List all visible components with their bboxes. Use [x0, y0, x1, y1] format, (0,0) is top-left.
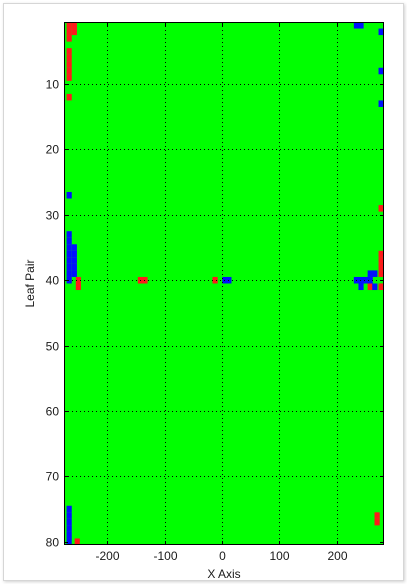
heatmap-cell-red: [66, 28, 72, 36]
heatmap-cell-blue: [358, 22, 364, 29]
heatmap-cell-red: [66, 35, 72, 42]
heatmap-cell-red: [66, 22, 72, 29]
heatmap-cell-red: [378, 250, 384, 258]
heatmap-cell-blue: [367, 270, 373, 277]
heatmap-cell-blue: [66, 531, 72, 539]
heatmap-cell-blue: [66, 512, 72, 519]
y-tick-label: 10: [46, 78, 60, 92]
heatmap-cell-blue: [378, 28, 384, 36]
heatmap-cell-red: [212, 276, 218, 284]
heatmap-cell-red: [367, 283, 373, 291]
heatmap-cell-red: [142, 276, 148, 284]
heatmap-cell-blue: [71, 257, 77, 264]
heatmap-cell-blue: [71, 270, 77, 277]
heatmap-cell-blue: [372, 283, 378, 291]
x-axis-label: X Axis: [207, 567, 240, 581]
x-tick-label: -200: [95, 549, 119, 563]
y-tick-label: 40: [46, 274, 60, 288]
heatmap-cell-red: [75, 276, 81, 284]
heatmap-cell-blue: [66, 244, 72, 251]
heatmap-cell-red: [71, 22, 77, 29]
heatmap-cell-red: [66, 48, 72, 55]
heatmap-cell-red: [75, 283, 81, 291]
x-tick-label: 0: [219, 549, 226, 563]
x-tick-label: -100: [153, 549, 177, 563]
heatmap-cell-blue: [378, 100, 384, 107]
heatmap-cell-blue: [66, 250, 72, 258]
heatmap-cell-red: [378, 263, 384, 271]
heatmap-cell-blue: [66, 231, 72, 238]
heatmap-cell-blue: [378, 67, 384, 75]
heatmap-cell-red: [378, 283, 384, 291]
heatmap-cell-blue: [372, 270, 378, 277]
heatmap-cell-blue: [66, 191, 72, 199]
heatmap-cell-blue: [71, 244, 77, 251]
y-tick-label: 80: [46, 536, 60, 550]
heatmap-cell-blue: [71, 263, 77, 271]
y-tick-label: 30: [46, 209, 60, 223]
x-tick-label: 100: [269, 549, 289, 563]
heatmap-cell-red: [71, 28, 77, 36]
y-tick-label: 50: [46, 340, 60, 354]
heatmap-cell-blue: [367, 276, 373, 284]
heatmap-cell-red: [66, 67, 72, 75]
heatmap-cell-blue: [66, 538, 72, 545]
x-tick-label: 200: [327, 549, 347, 563]
heatmap-cell-red: [66, 54, 72, 62]
heatmap-cell-blue: [66, 525, 72, 532]
heatmap-cell-red: [66, 61, 72, 68]
heatmap-cell-red: [374, 512, 380, 519]
y-tick-label: 20: [46, 143, 60, 157]
heatmap-cell-red: [374, 518, 380, 526]
heatmap-cell-red: [378, 270, 384, 277]
heatmap-cell-blue: [66, 518, 72, 526]
y-tick-label: 70: [46, 470, 60, 484]
heatmap-cell-blue: [66, 270, 72, 277]
y-axis-label: Leaf Pair: [23, 259, 37, 307]
heatmap-cell-blue: [66, 263, 72, 271]
y-tick-label: 60: [46, 405, 60, 419]
heatmap-cell-blue: [358, 283, 364, 291]
heatmap-cell-blue: [71, 250, 77, 258]
heatmap-cell-blue: [358, 276, 364, 284]
heatmap-cell-red: [378, 205, 384, 212]
plot-border: [64, 22, 384, 545]
heatmap-cell-red: [378, 257, 384, 264]
heatmap-cell-red: [74, 538, 80, 545]
heatmap-cell-red: [66, 74, 72, 81]
heatmap-cell-blue: [66, 276, 72, 284]
heatmap-cell-red: [66, 93, 72, 101]
heatmap-cell-blue: [353, 22, 360, 29]
heatmap-cell-blue: [66, 237, 72, 245]
heatmap-cell-blue: [66, 257, 72, 264]
heatmap-cell-blue: [363, 276, 369, 284]
x-axis-ticks: -200 -100 0 100 200: [95, 22, 348, 563]
heatmap-cell-blue: [66, 505, 72, 513]
y-axis-ticks: 10 20 30 40 50 60 70 80: [46, 78, 384, 550]
gridlines: [64, 22, 384, 545]
